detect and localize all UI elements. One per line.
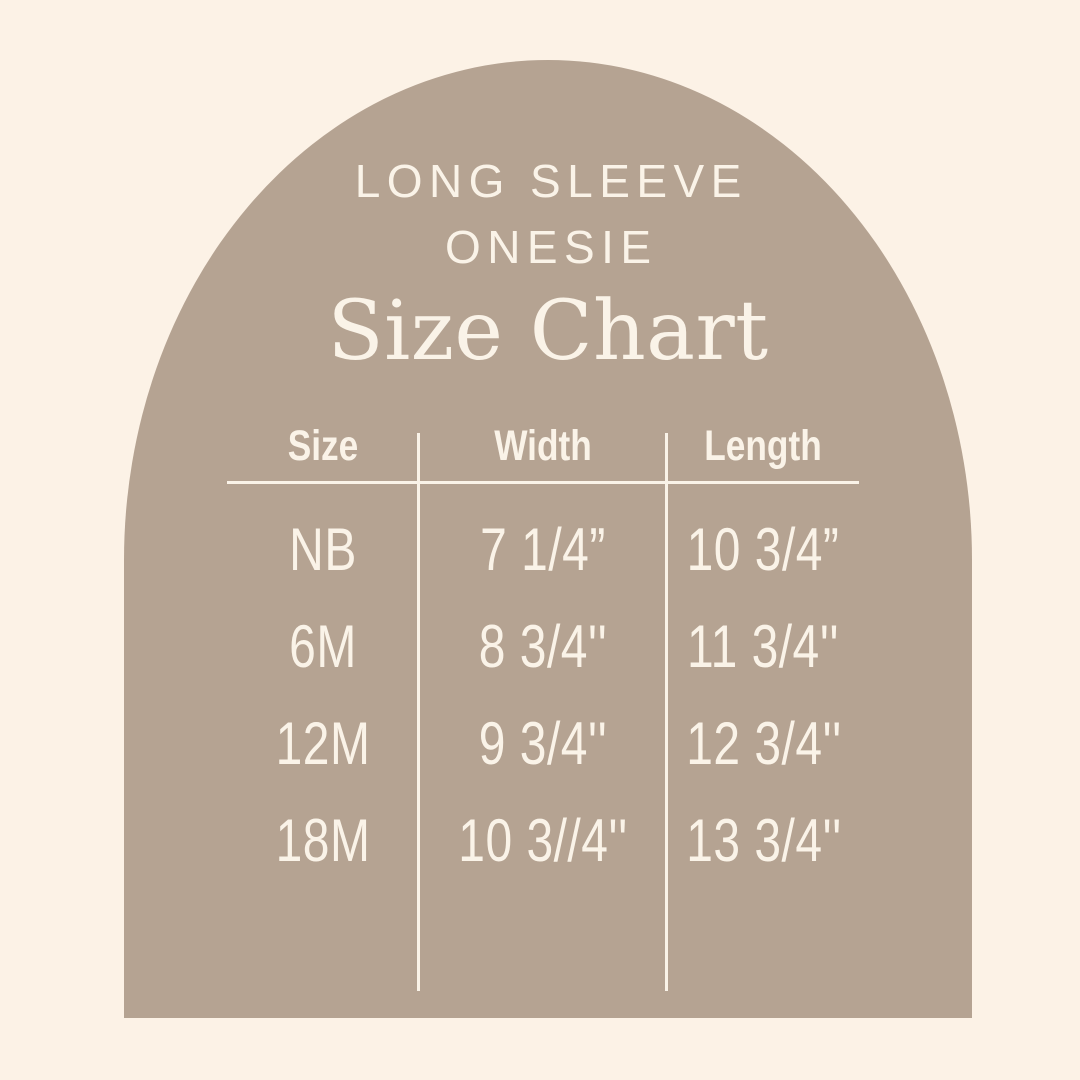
table-row: NB 7 1/4” 10 3/4” [227,501,859,598]
column-header-length: Length [704,421,822,470]
cell-length: 10 3/4” [686,516,840,583]
cell-size: NB [289,516,357,583]
cell-width: 10 3//4'' [458,807,628,874]
cell-size: 6M [289,613,357,680]
cell-width: 7 1/4” [480,516,606,583]
product-name-line-2: ONESIE [444,221,658,273]
column-divider-2 [665,433,668,991]
cell-length: 12 3/4'' [686,710,842,777]
table-row: 6M 8 3/4'' 11 3/4'' [227,598,859,695]
column-header-width: Width [494,421,592,470]
table-row: 12M 9 3/4'' 12 3/4'' [227,695,859,792]
table-row: 18M 10 3//4'' 13 3/4'' [227,792,859,889]
header-underline [227,481,859,484]
cell-size: 12M [275,710,371,777]
column-divider-1 [417,433,420,991]
table-header-row: Size Width Length [227,420,859,472]
cell-length: 13 3/4'' [686,807,842,874]
cell-size: 18M [275,807,371,874]
size-table-body: NB 7 1/4” 10 3/4” 6M 8 3/4'' 11 3/4'' 12… [227,501,859,889]
cell-length: 11 3/4'' [686,613,840,680]
page-title: Size Chart [327,284,769,379]
product-name-line-1: LONG SLEEVE [354,155,748,207]
cell-width: 8 3/4'' [478,613,608,680]
column-header-size: Size [287,421,359,470]
cell-width: 9 3/4'' [478,710,608,777]
title-block: LONG SLEEVE ONESIE Size Chart [124,148,972,378]
arch-panel [124,60,972,1018]
